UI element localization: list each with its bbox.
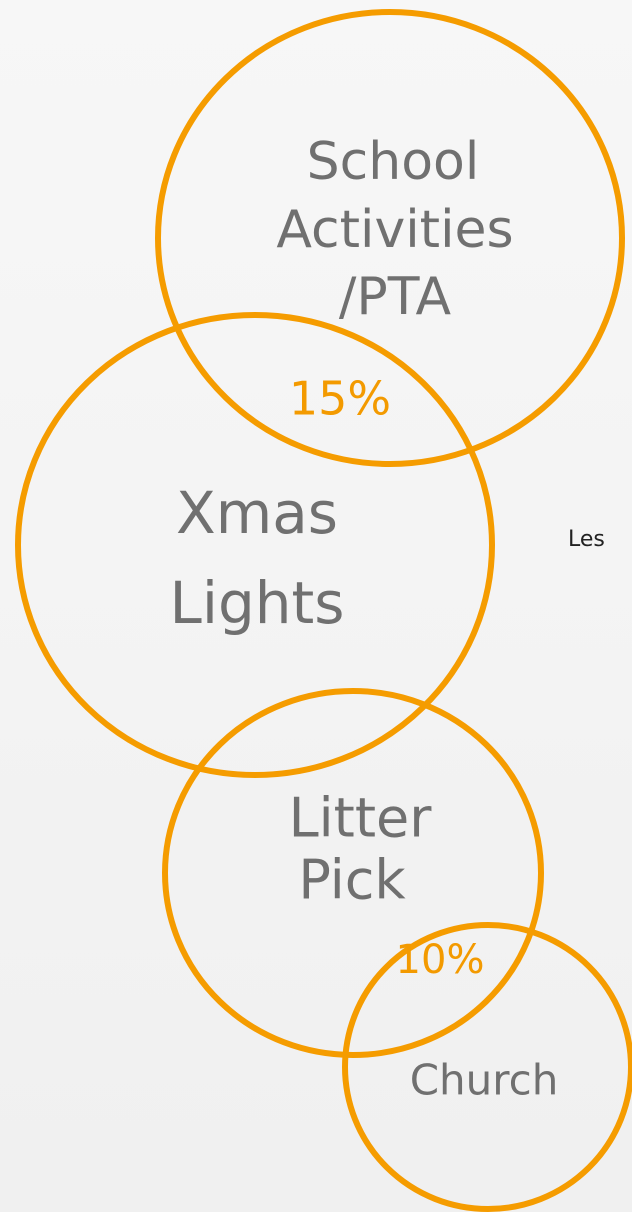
node-label: Activities (276, 200, 513, 260)
side-text: Les (568, 527, 605, 552)
circle (162, 688, 544, 1058)
node-label: School (307, 132, 480, 192)
share-label: 15% (289, 372, 391, 426)
circle (155, 9, 625, 467)
share-label: 10% (396, 937, 485, 983)
node-label: Xmas (176, 479, 338, 547)
node-label: /PTA (339, 267, 452, 327)
circle (15, 312, 495, 778)
node-label: Pick (298, 849, 406, 912)
node-label: Litter (289, 787, 433, 850)
node-label: Lights (170, 569, 345, 637)
circle (342, 922, 632, 1212)
node-label: Church (410, 1056, 559, 1105)
